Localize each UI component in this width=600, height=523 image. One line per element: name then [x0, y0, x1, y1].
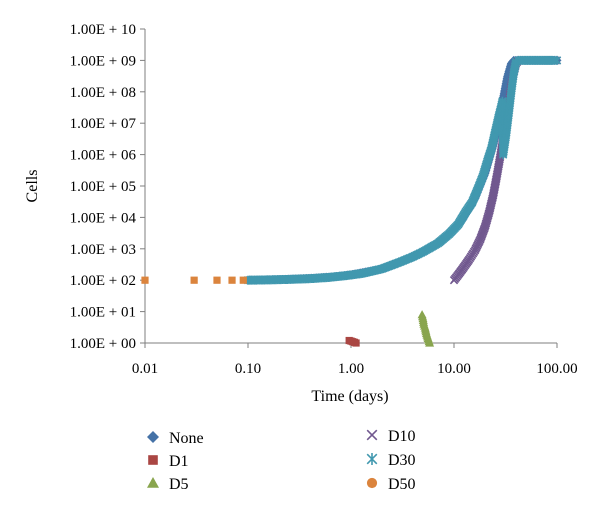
- y-tick-label: 1.00E + 05: [70, 179, 136, 195]
- data-point: [213, 276, 221, 284]
- x-tick-label: 1.00: [338, 361, 364, 377]
- data-point: [484, 211, 493, 220]
- y-axis-title: Cells: [24, 170, 41, 203]
- data-point: [424, 336, 434, 346]
- data-point: [352, 339, 360, 347]
- y-tick-label: 1.00E + 03: [70, 242, 136, 258]
- x-tick-label: 100.00: [536, 361, 577, 377]
- y-tick-label: 1.00E + 06: [70, 148, 137, 164]
- y-tick-label: 1.00E + 08: [70, 85, 136, 101]
- data-point: [141, 276, 149, 284]
- data-point: [419, 317, 429, 326]
- legend-marker: [366, 429, 378, 441]
- legend-item-d5: D5: [147, 476, 189, 493]
- legend-item-d50: D50: [366, 476, 416, 493]
- y-tick-label: 1.00E + 10: [70, 22, 136, 38]
- legend-label: D30: [388, 452, 416, 469]
- data-point: [550, 55, 559, 65]
- series-marks: [141, 55, 562, 347]
- y-tick-label: 1.00E + 00: [70, 336, 136, 352]
- data-point: [511, 58, 520, 68]
- legend-marker: [147, 431, 159, 443]
- data-point: [228, 276, 236, 284]
- legend-label: D10: [388, 428, 416, 445]
- legend-marker: [148, 455, 158, 465]
- y-tick-label: 1.00E + 01: [70, 305, 136, 321]
- series-d50: [141, 276, 247, 284]
- data-point: [190, 276, 198, 284]
- x-tick-label: 0.10: [235, 361, 261, 377]
- legend-label: None: [169, 430, 204, 447]
- legend-marker: [366, 453, 378, 465]
- legend-marker: [147, 477, 159, 488]
- series-d1: [345, 336, 360, 347]
- y-tick-labels: 1.00E + 00 1.00E + 01 1.00E + 02 1.00E + 03…: [70, 22, 145, 352]
- series-d30: [243, 55, 562, 285]
- y-tick-label: 1.00E + 04: [70, 210, 137, 226]
- x-axis-title: Time (days): [311, 388, 388, 405]
- data-point: [239, 276, 247, 284]
- series-d5: [417, 310, 435, 347]
- legend-item-d10: D10: [366, 428, 416, 445]
- legend-label: D50: [388, 476, 416, 493]
- y-tick-label: 1.00E + 07: [70, 116, 137, 132]
- legend-marker: [366, 477, 378, 489]
- legend-item-none: None: [147, 430, 204, 447]
- legend: None D1 D5 D10 D30 D50: [147, 428, 416, 493]
- x-tick-label: 0.01: [132, 361, 158, 377]
- legend-item-d1: D1: [148, 453, 189, 470]
- y-tick-label: 1.00E + 09: [70, 53, 136, 69]
- x-tick-labels: 0.01 0.10 1.00 10.00 100.00: [132, 343, 578, 377]
- legend-item-d30: D30: [366, 452, 416, 469]
- y-tick-label: 1.00E + 02: [70, 273, 136, 289]
- data-point: [418, 312, 428, 321]
- legend-label: D5: [169, 476, 189, 493]
- x-tick-label: 10.00: [437, 361, 471, 377]
- legend-label: D1: [169, 453, 189, 470]
